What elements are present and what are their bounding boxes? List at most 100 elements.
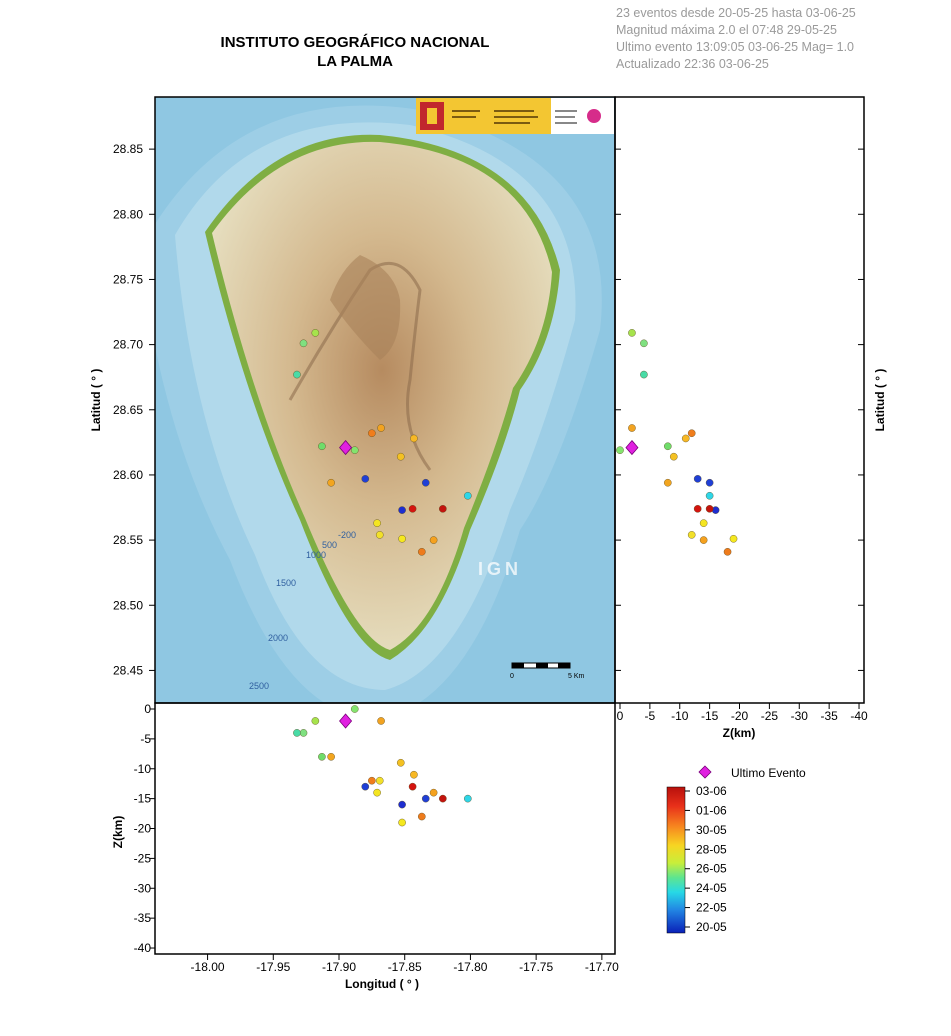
depth-tick-label: -40	[134, 941, 152, 955]
event-point-lat-depth	[705, 478, 714, 487]
event-point-lat-depth	[681, 434, 690, 443]
event-point	[410, 434, 418, 443]
depth-tick-right-label: -25	[761, 709, 779, 723]
event-point	[463, 491, 472, 500]
event-point-lon-depth	[373, 788, 381, 797]
event-point-lat-depth	[693, 505, 702, 513]
lat-tick-label: 28.50	[113, 598, 143, 612]
lat-tick-label: 28.45	[113, 663, 143, 677]
lat-tick-label: 28.55	[113, 533, 143, 547]
island-relief	[212, 141, 552, 650]
event-point-lat-depth	[693, 475, 702, 483]
event-point-lon-depth	[311, 717, 320, 725]
depth-tick-label: -10	[134, 762, 152, 776]
legend-ultimo-label: Ultimo Evento	[731, 766, 806, 780]
event-point-lon-depth	[375, 776, 384, 785]
depth-label-2000: 2000	[268, 633, 288, 643]
event-point-lat-depth	[628, 329, 636, 337]
event-point-lat-depth	[687, 429, 696, 438]
lat-depth-frame	[614, 96, 865, 704]
depth-axis-bottom-panel: 0 -5 -10 -15 -20 -25 -30 -35 -40	[134, 702, 155, 955]
title-line-2: LA PALMA	[317, 53, 393, 70]
lat-tick-label: 28.75	[113, 272, 143, 286]
lon-depth-frame	[154, 702, 616, 955]
depth-tick-right-label: -30	[791, 709, 809, 723]
event-point	[327, 478, 335, 487]
event-point-lat-depth	[687, 531, 696, 539]
colorbar-date-label: 28-05	[696, 842, 727, 856]
lon-tick-label: -17.80	[453, 960, 487, 974]
depth-label-500: 500	[322, 540, 337, 550]
colorbar-date-label: 20-05	[696, 920, 727, 934]
depth-label-2500: 2500	[249, 681, 269, 691]
event-point-lon-depth	[439, 794, 447, 803]
event-point-lon-depth	[299, 729, 308, 737]
ultimo-evento-marker-lon-depth	[339, 713, 353, 729]
event-point-lon-depth	[463, 794, 472, 803]
colorbar-labels: 03-06 01-06 30-05 28-05 26-05 24-05 22-05 20-05	[685, 784, 727, 934]
colorbar-date-label: 22-05	[696, 901, 727, 915]
event-point-lat-depth	[640, 339, 648, 348]
event-point-lon-depth	[327, 753, 335, 761]
event-point-lat-depth	[705, 505, 714, 513]
event-point	[398, 506, 406, 514]
event-point-lon-depth	[396, 758, 405, 767]
event-point-lon-depth	[368, 776, 376, 785]
ultimo-evento-marker	[339, 439, 353, 456]
depth-tick-label: -20	[134, 822, 152, 836]
event-point-lat-depth	[628, 424, 636, 432]
legend-ultimo-marker	[698, 765, 712, 779]
date-colorbar	[666, 786, 686, 934]
event-point	[361, 475, 370, 483]
event-point	[375, 531, 384, 539]
event-point	[373, 519, 381, 527]
event-point	[368, 429, 376, 438]
event-point-lat-depth	[664, 478, 672, 487]
event-point-lon-depth	[361, 782, 370, 791]
info-line-2: Magnitud máxima 2.0 el 07:48 29-05-25	[616, 23, 837, 37]
event-point-lon-depth	[377, 717, 385, 725]
depth-axis-right-panel: 0 -5 -10 -15 -20 -25 -30 -35 -40	[617, 703, 868, 723]
depth-label-1000: 1000	[306, 550, 326, 560]
colorbar-date-label: 26-05	[696, 862, 727, 876]
map-events	[293, 329, 472, 556]
title-line-1: INSTITUTO GEOGRÁFICO NACIONAL	[220, 34, 490, 51]
event-point-lon-depth	[398, 800, 406, 809]
depth-axis-label-right: Z(km)	[723, 726, 756, 740]
lon-tick-label: -17.95	[256, 960, 290, 974]
event-point-lon-depth	[429, 788, 438, 797]
lat-tick-label: 28.65	[113, 403, 143, 417]
event-point	[377, 424, 385, 432]
lon-tick-label: -17.70	[585, 960, 619, 974]
depth-tick-label: -35	[134, 911, 152, 925]
depth-axis-label-bottom: Z(km)	[111, 816, 125, 849]
event-point	[396, 452, 405, 461]
lat-tick-label: 28.70	[113, 338, 143, 352]
y-axis-label-right: Latitud ( ° )	[873, 369, 887, 432]
latitude-axis: 28.85 28.80 28.75 28.70 28.65 28.60 28.55 28.50…	[113, 142, 155, 677]
event-point-lon-depth	[421, 794, 430, 803]
event-point-lat-depth	[705, 491, 714, 500]
depth-tick-right-label: 0	[617, 709, 624, 723]
ign-watermark: IGN	[478, 559, 522, 579]
depth-tick-right-label: -15	[701, 709, 719, 723]
event-point-lat-depth	[723, 548, 732, 556]
legend: Ultimo Evento 03-06 01-06 30-05 28-05 26-05 2…	[666, 765, 806, 934]
event-point-lon-depth	[350, 705, 359, 713]
scale-bar-start: 0	[510, 673, 514, 680]
colorbar-date-label: 03-06	[696, 784, 727, 798]
scale-bar-end: 5 Km	[568, 673, 585, 680]
depth-label-200: -200	[338, 530, 356, 540]
event-point-lat-depth	[729, 534, 738, 543]
event-point-lat-depth	[664, 442, 672, 451]
colorbar-date-label: 24-05	[696, 881, 727, 895]
event-point-lon-depth	[318, 753, 326, 761]
lat-tick-label: 28.85	[113, 142, 143, 156]
y-axis-label: Latitud ( ° )	[89, 369, 103, 432]
depth-tick-label: -30	[134, 881, 152, 895]
depth-tick-right-label: -20	[731, 709, 749, 723]
info-block: 23 eventos desde 20-05-25 hasta 03-06-25…	[616, 5, 856, 73]
info-line-4: Actualizado 22:36 03-06-25	[616, 57, 769, 71]
ign-logo-banner	[416, 98, 614, 134]
event-point	[311, 329, 320, 337]
